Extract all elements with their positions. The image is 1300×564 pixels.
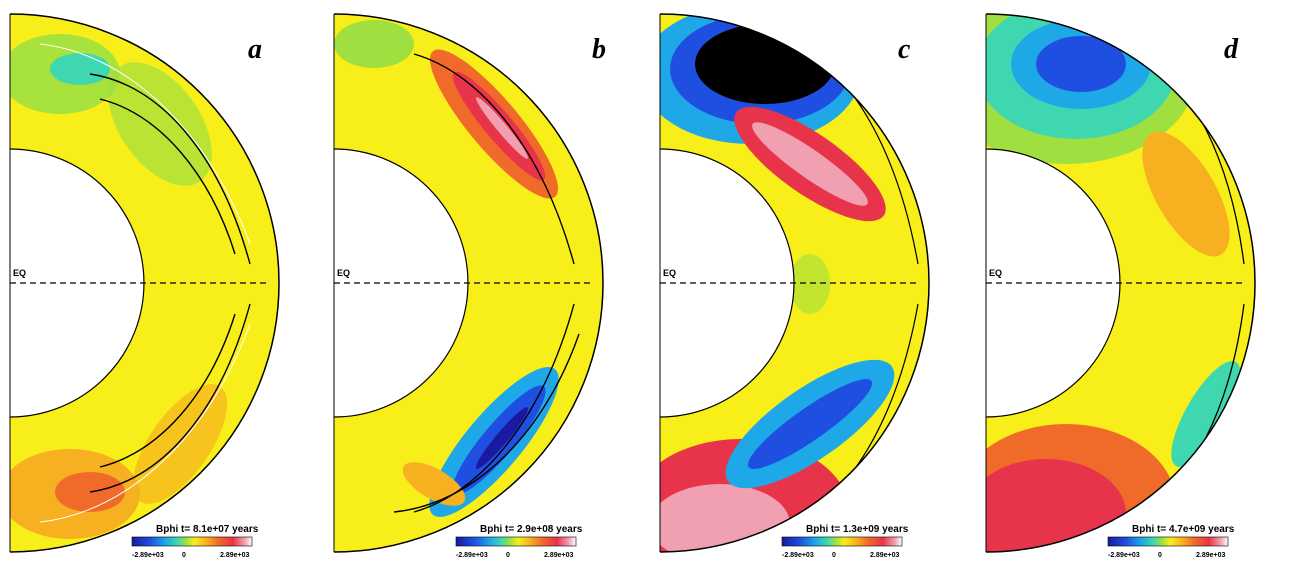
colorbar-mid-label: 0 [832,552,836,559]
outer-boundary [985,13,1256,553]
colorbar-min-label: -2.89e+03 [782,552,814,559]
eq-label: EQ [989,268,1002,278]
eq-label: EQ [13,268,26,278]
colorbar [455,536,577,547]
colorbar-max-label: 2.89e+03 [544,552,573,559]
time-label: Bphi t= 8.1e+07 years [156,524,259,535]
panel-letter: c [898,34,911,65]
field-pattern [10,34,251,539]
colorbar-min-label: -2.89e+03 [456,552,488,559]
eq-label: EQ [337,268,350,278]
colorbar-min-label: -2.89e+03 [132,552,164,559]
panel-letter: a [248,34,262,65]
panel-b: EQ b Bphi t= 2.9e+08 years -2.89e+03 0 2… [333,13,606,559]
outer-boundary [9,13,280,553]
outer-boundary [659,13,930,553]
panel-c: EQ c Bphi t= 1.3e+09 years -2.89e+03 0 2… [659,13,930,559]
time-label: Bphi t= 1.3e+09 years [806,524,909,535]
colorbar [1107,536,1229,547]
time-label: Bphi t= 4.7e+09 years [1132,524,1235,535]
time-label: Bphi t= 2.9e+08 years [480,524,583,535]
colorbar [781,536,903,547]
colorbar-max-label: 2.89e+03 [1196,552,1225,559]
colorbar-min-label: -2.89e+03 [1108,552,1140,559]
outer-boundary [333,13,604,553]
colorbar-mid-label: 0 [1158,552,1162,559]
field-pattern [334,20,580,517]
colorbar-max-label: 2.89e+03 [220,552,249,559]
panel-d: EQ d Bphi t= 4.7e+09 years -2.89e+03 0 2… [985,13,1256,559]
panel-letter: d [1224,34,1239,65]
colorbar-max-label: 2.89e+03 [870,552,899,559]
panel-letter: b [592,34,606,65]
panel-a: EQ a Bphi t= 8.1e+07 years -2.89e+03 0 2… [9,13,280,559]
colorbar-mid-label: 0 [182,552,186,559]
colorbar-mid-label: 0 [506,552,510,559]
eq-label: EQ [663,268,676,278]
colorbar [131,536,253,547]
